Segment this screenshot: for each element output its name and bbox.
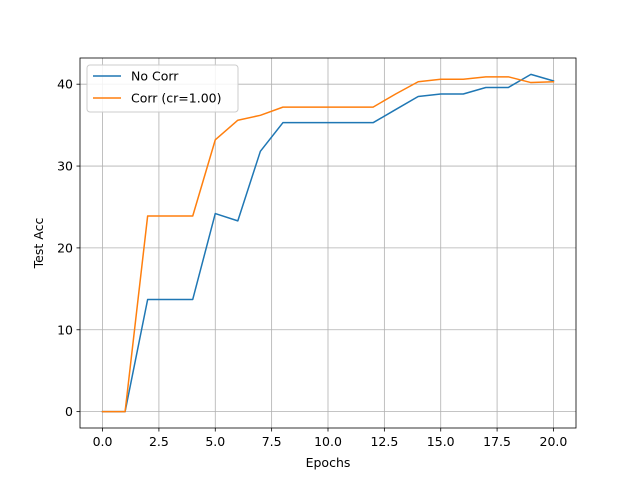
legend-label-corr: Corr (cr=1.00) [131,91,221,106]
x-tick-label: 7.5 [262,434,282,449]
x-tick-label: 17.5 [483,434,511,449]
x-tick-label: 10.0 [314,434,342,449]
legend-label-no-corr: No Corr [131,69,179,84]
x-tick-label: 2.5 [149,434,169,449]
axis-ticks: 0.0 2.5 5.0 7.5 10.0 12.5 15.0 17.5 20.0 0 10 20 30 4… [57,77,567,449]
y-tick-label: 0 [65,404,73,419]
legend-box [86,64,239,113]
legend: No Corr Corr (cr=1.00) [86,64,239,113]
x-axis-title: Epochs [306,455,351,470]
x-tick-label: 0.0 [93,434,113,449]
series-lines [101,73,555,413]
y-tick-label: 40 [57,77,73,92]
x-tick-label: 20.0 [540,434,568,449]
y-tick-label: 10 [57,322,73,337]
x-tick-label: 12.5 [370,434,398,449]
y-axis-title: Test Acc [31,218,46,270]
x-tick-label: 15.0 [427,434,455,449]
x-tick-label: 5.0 [205,434,225,449]
y-tick-label: 20 [57,240,73,255]
grid [80,58,576,428]
y-tick-label: 30 [57,159,73,174]
